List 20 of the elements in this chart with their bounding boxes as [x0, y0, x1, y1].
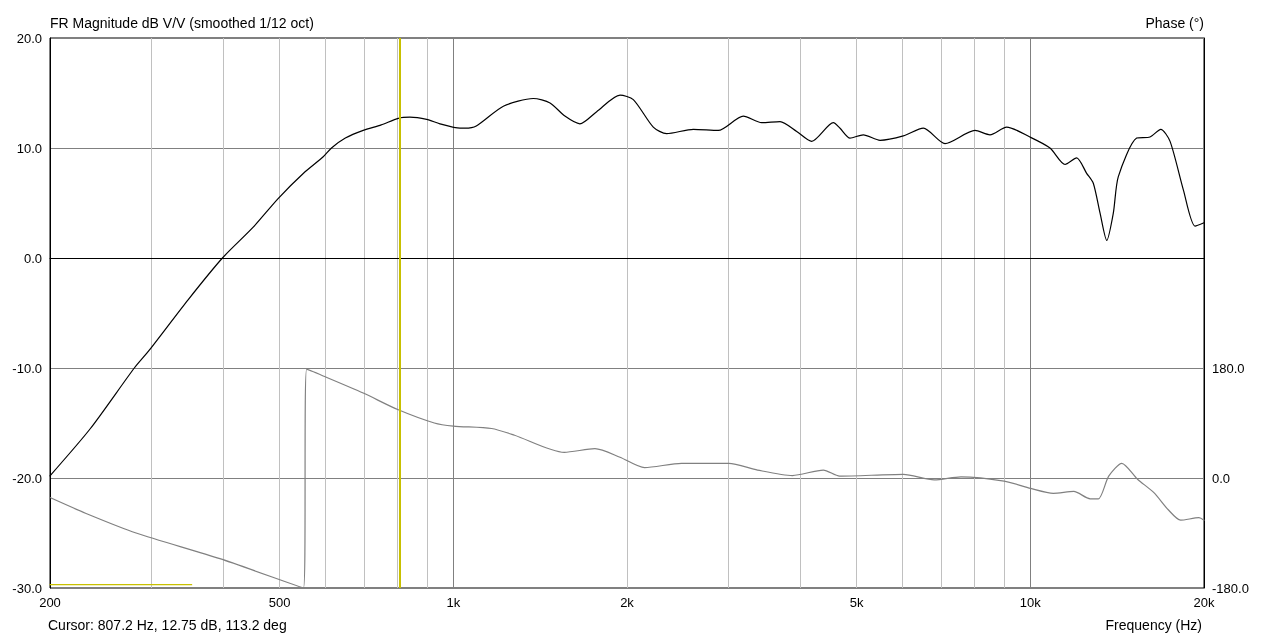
y-tick-label: 10.0 — [16, 140, 42, 156]
y2-tick-label: -180.0 — [1212, 580, 1249, 596]
x-tick-label: 10k — [1019, 595, 1042, 610]
x-tick-label: 200 — [39, 595, 61, 610]
y-axis-title: FR Magnitude dB V/V (smoothed 1/12 oct) — [50, 15, 314, 31]
text: Cursor: 807.2 Hz, 12.75 dB, 113.2 deg — [48, 617, 287, 633]
y-tick-label: 20.0 — [16, 30, 42, 46]
y-tick-label: -20.0 — [12, 470, 42, 486]
y2-tick-label: 0.0 — [1212, 470, 1231, 486]
y2-tick-label: 180.0 — [1212, 360, 1245, 376]
x-tick-label: 5k — [849, 595, 864, 610]
x-tick-label: 1k — [446, 595, 461, 610]
x-tick-label: 500 — [268, 595, 291, 610]
y-tick-label: -30.0 — [12, 580, 42, 596]
x-axis-title: Frequency (Hz) — [1105, 617, 1202, 633]
y-tick-label: 0.0 — [23, 250, 42, 266]
x-tick-label: 2k — [620, 595, 635, 610]
y-tick-label: -10.0 — [12, 360, 42, 376]
y2-axis-title: Phase (°) — [1145, 15, 1204, 31]
x-tick-label: 20k — [1193, 595, 1215, 610]
